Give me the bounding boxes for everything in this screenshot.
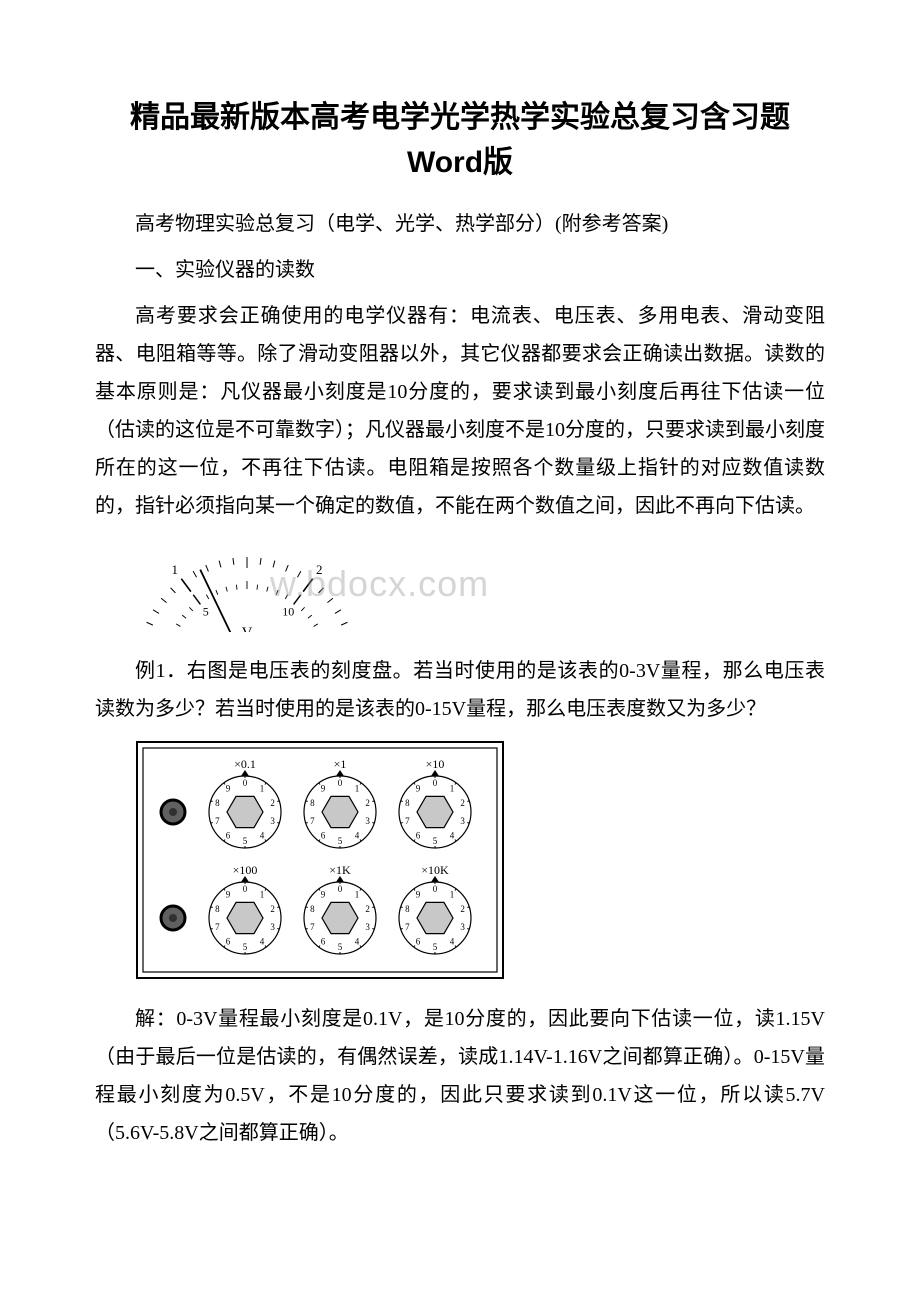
svg-text:6: 6: [416, 936, 421, 946]
svg-text:×10K: ×10K: [421, 863, 449, 877]
svg-text:1: 1: [450, 784, 455, 794]
page-title: 精品最新版本高考电学光学热学实验总复习含习题Word版: [95, 95, 825, 185]
svg-text:8: 8: [215, 798, 220, 808]
example1-paragraph: 例1．右图是电压表的刻度盘。若当时使用的是该表的0-3V量程，那么电压表读数为多…: [95, 652, 825, 728]
svg-text:4: 4: [260, 830, 265, 840]
svg-text:7: 7: [310, 922, 315, 932]
resistor-box-figure: ×0.10123456789×10123456789×100123456789×…: [135, 740, 825, 985]
svg-text:9: 9: [226, 784, 231, 794]
svg-text:8: 8: [405, 904, 410, 914]
svg-text:6: 6: [226, 830, 231, 840]
svg-text:7: 7: [215, 816, 220, 826]
svg-text:0: 0: [338, 884, 343, 894]
svg-text:0: 0: [243, 884, 248, 894]
svg-text:6: 6: [321, 936, 326, 946]
svg-text:5: 5: [338, 836, 343, 846]
svg-text:7: 7: [405, 922, 410, 932]
svg-text:4: 4: [355, 936, 360, 946]
svg-text:2: 2: [365, 798, 370, 808]
svg-text:5: 5: [433, 836, 438, 846]
svg-text:1: 1: [355, 890, 360, 900]
resistor-box-icon: ×0.10123456789×10123456789×100123456789×…: [135, 740, 505, 980]
svg-text:6: 6: [321, 830, 326, 840]
svg-text:V: V: [242, 625, 253, 632]
svg-text:8: 8: [310, 904, 315, 914]
svg-text:8: 8: [310, 798, 315, 808]
svg-text:7: 7: [310, 816, 315, 826]
svg-text:3: 3: [270, 816, 275, 826]
svg-text:7: 7: [215, 922, 220, 932]
svg-text:0: 0: [433, 884, 438, 894]
svg-text:9: 9: [321, 784, 326, 794]
svg-text:9: 9: [226, 890, 231, 900]
svg-text:3: 3: [270, 922, 275, 932]
svg-text:4: 4: [450, 830, 455, 840]
svg-text:3: 3: [365, 922, 370, 932]
svg-text:2: 2: [270, 798, 275, 808]
svg-text:6: 6: [416, 830, 421, 840]
svg-text:9: 9: [321, 890, 326, 900]
svg-text:2: 2: [460, 904, 465, 914]
svg-text:10: 10: [282, 605, 294, 619]
voltmeter-dial-icon: 0123051015V: [135, 537, 360, 632]
svg-text:0: 0: [338, 778, 343, 788]
svg-text:4: 4: [450, 936, 455, 946]
section-heading: 一、实验仪器的读数: [95, 251, 825, 289]
svg-text:3: 3: [460, 922, 465, 932]
svg-text:2: 2: [270, 904, 275, 914]
svg-text:1: 1: [355, 784, 360, 794]
svg-text:8: 8: [215, 904, 220, 914]
svg-text:0: 0: [243, 778, 248, 788]
svg-text:0: 0: [433, 778, 438, 788]
svg-text:×0.1: ×0.1: [234, 757, 256, 771]
svg-text:9: 9: [416, 784, 421, 794]
svg-text:1: 1: [260, 890, 265, 900]
svg-text:×100: ×100: [233, 863, 258, 877]
svg-text:3: 3: [460, 816, 465, 826]
svg-text:×10: ×10: [426, 757, 445, 771]
svg-text:5: 5: [243, 942, 248, 952]
svg-text:9: 9: [416, 890, 421, 900]
svg-text:1: 1: [260, 784, 265, 794]
svg-text:3: 3: [365, 816, 370, 826]
svg-text:8: 8: [405, 798, 410, 808]
svg-text:6: 6: [226, 936, 231, 946]
subtitle: 高考物理实验总复习（电学、光学、热学部分）(附参考答案): [95, 205, 825, 243]
svg-text:5: 5: [338, 942, 343, 952]
svg-text:5: 5: [203, 605, 209, 619]
svg-text:2: 2: [460, 798, 465, 808]
svg-text:2: 2: [316, 562, 323, 577]
svg-text:1: 1: [450, 890, 455, 900]
svg-text:×1K: ×1K: [329, 863, 351, 877]
svg-text:4: 4: [260, 936, 265, 946]
svg-text:1: 1: [171, 562, 178, 577]
svg-text:5: 5: [243, 836, 248, 846]
svg-text:5: 5: [433, 942, 438, 952]
voltmeter-figure: 0123051015V w.bdocx.com: [135, 537, 825, 637]
solution-paragraph: 解：0-3V量程最小刻度是0.1V，是10分度的，因此要向下估读一位，读1.15…: [95, 1000, 825, 1152]
intro-paragraph: 高考要求会正确使用的电学仪器有：电流表、电压表、多用电表、滑动变阻器、电阻箱等等…: [95, 297, 825, 525]
svg-text:2: 2: [365, 904, 370, 914]
svg-text:×1: ×1: [334, 757, 347, 771]
svg-text:4: 4: [355, 830, 360, 840]
svg-text:7: 7: [405, 816, 410, 826]
